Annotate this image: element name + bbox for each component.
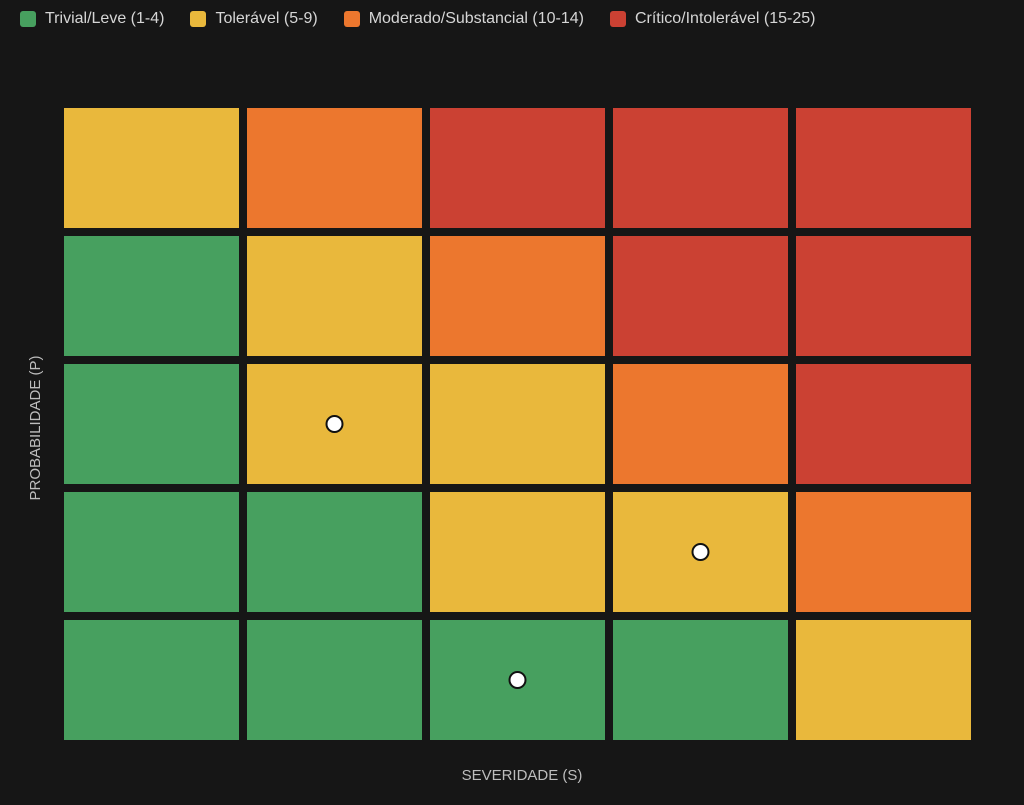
legend-swatch-moderado — [343, 11, 360, 27]
cell-p5-s3[interactable] — [430, 108, 605, 228]
cell-p5-s1[interactable] — [64, 108, 239, 228]
cell-p4-s3[interactable] — [430, 236, 605, 356]
legend-swatch-toleravel — [190, 11, 207, 27]
legend-swatch-trivial — [20, 11, 36, 27]
risk-point-3[interactable] — [508, 671, 527, 689]
cell-p4-s5[interactable] — [796, 236, 971, 356]
cell-p5-s4[interactable] — [613, 108, 788, 228]
cell-p2-s1[interactable] — [64, 492, 239, 612]
cell-p2-s5[interactable] — [796, 492, 971, 612]
cell-p4-s4[interactable] — [613, 236, 788, 356]
legend-item-trivial[interactable]: Trivial/Leve (1-4) — [20, 10, 164, 28]
cell-p3-s4[interactable] — [613, 364, 788, 484]
legend-label-critico: Crítico/Intolerável (15-25) — [634, 10, 816, 27]
legend-swatch-critico — [609, 11, 626, 27]
cell-p4-s1[interactable] — [64, 236, 239, 356]
cell-p5-s2[interactable] — [247, 108, 422, 228]
cell-p1-s5[interactable] — [796, 620, 971, 740]
legend-item-moderado[interactable]: Moderado/Substancial (10-14) — [343, 10, 584, 28]
legend-item-critico[interactable]: Crítico/Intolerável (15-25) — [609, 10, 816, 28]
legend-item-toleravel[interactable]: Tolerável (5-9) — [190, 10, 318, 28]
cell-p1-s2[interactable] — [247, 620, 422, 740]
cell-p4-s2[interactable] — [247, 236, 422, 356]
risk-point-1[interactable] — [325, 415, 344, 433]
risk-points — [325, 415, 710, 689]
cell-p1-s4[interactable] — [613, 620, 788, 740]
cell-p1-s1[interactable] — [64, 620, 239, 740]
cell-p2-s2[interactable] — [247, 492, 422, 612]
x-axis-label: SEVERIDADE (S) — [462, 767, 583, 784]
risk-point-2[interactable] — [691, 543, 710, 561]
cell-p3-s5[interactable] — [796, 364, 971, 484]
legend-label-trivial: Trivial/Leve (1-4) — [45, 10, 165, 27]
cell-p2-s3[interactable] — [430, 492, 605, 612]
matrix-cells — [64, 108, 971, 740]
y-axis-label: PROBABILIDADE (P) — [27, 355, 44, 500]
legend: Trivial/Leve (1-4) Tolerável (5-9) Moder… — [20, 10, 815, 28]
cell-p3-s1[interactable] — [64, 364, 239, 484]
legend-label-moderado: Moderado/Substancial (10-14) — [368, 10, 584, 27]
legend-label-toleravel: Tolerável (5-9) — [215, 10, 318, 27]
cell-p3-s3[interactable] — [430, 364, 605, 484]
cell-p5-s5[interactable] — [796, 108, 971, 228]
